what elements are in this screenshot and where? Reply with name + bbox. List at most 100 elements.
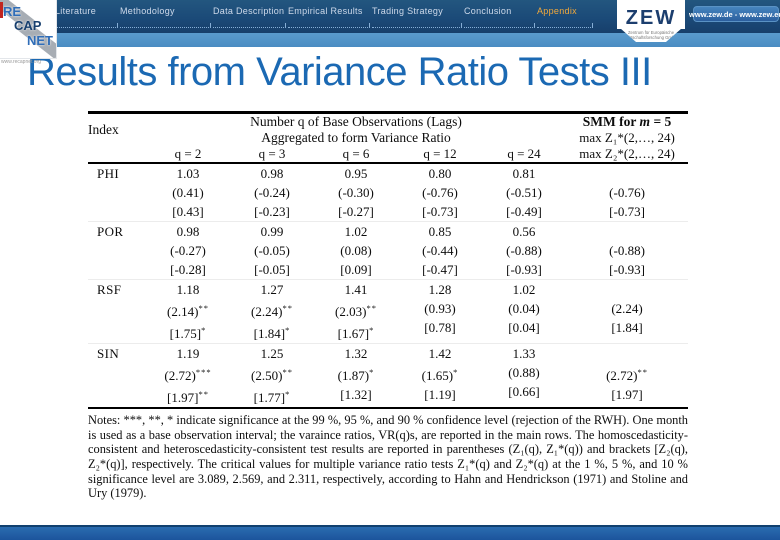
- vr-cell: 1.32 (1.87)* [1.32]: [314, 344, 398, 408]
- q-group-header-line2: Aggregated to form Variance Ratio: [261, 130, 451, 145]
- vr-value: 0.98: [176, 224, 200, 239]
- z2-statistic: [1.32]: [340, 387, 372, 402]
- z2-statistic: [1.19]: [424, 387, 456, 402]
- zew-website-badge[interactable]: www.zew.de - www.zew.eu: [689, 6, 780, 22]
- nav-item-data-description[interactable]: Data Description: [213, 6, 288, 28]
- vr-cell: 0.98 (-0.24) [-0.23]: [230, 163, 314, 222]
- nav-label: Empirical Results: [288, 6, 363, 16]
- recapnet-logo-text: NET: [27, 33, 53, 48]
- vr-value: 0.85: [428, 224, 452, 239]
- q-label: q = 3: [258, 146, 286, 161]
- vr-cell: 1.42 (1.65)* [1.19]: [398, 344, 482, 408]
- row-index-label: PHI: [97, 166, 120, 181]
- nav-dotted-leader: [120, 23, 211, 28]
- z2-statistic: [-0.27]: [338, 204, 374, 219]
- nav-dotted-leader: [464, 23, 535, 28]
- zew-logo: ZEW Zentrum für Europäische Wirtschaftsf…: [617, 0, 685, 44]
- q-label: q = 24: [507, 146, 541, 161]
- z1-statistic: (0.04): [508, 301, 540, 316]
- smm-z1-statistic: (-0.76): [609, 185, 645, 200]
- zew-logo-box: ZEW: [617, 0, 685, 29]
- nav-item-methodology[interactable]: Methodology: [120, 6, 213, 28]
- z1-statistic: (0.93): [424, 301, 456, 316]
- vr-cell: 1.28 (0.93) [0.78]: [398, 280, 482, 344]
- vr-cell: 0.81 (-0.51) [-0.49]: [482, 163, 566, 222]
- nav-item-empirical-results[interactable]: Empirical Results: [288, 6, 372, 28]
- row-index-label: RSF: [97, 282, 122, 297]
- q-group-header-line1: Number q of Base Observations (Lags): [250, 114, 462, 129]
- vr-value: 1.41: [344, 282, 368, 297]
- smm-z1-statistic: (-0.88): [609, 243, 645, 258]
- smm-spacer: [566, 222, 688, 241]
- vr-cell: 1.27 (2.24)** [1.84]*: [230, 280, 314, 344]
- header-light-strip: [0, 33, 780, 47]
- page-title: Results from Variance Ratio Tests III: [27, 50, 652, 94]
- vr-value: 0.81: [512, 166, 536, 181]
- nav-item-trading-strategy[interactable]: Trading Strategy: [372, 6, 464, 28]
- vr-value: 1.33: [512, 346, 536, 361]
- vr-cell: 0.80 (-0.76) [-0.73]: [398, 163, 482, 222]
- vr-value: 1.42: [428, 346, 452, 361]
- z1-statistic: (2.24)**: [251, 303, 293, 319]
- vr-value: 1.28: [428, 282, 452, 297]
- q-group-header: Number q of Base Observations (Lags) Agg…: [146, 113, 566, 147]
- z2-statistic: [1.84]*: [253, 325, 291, 341]
- z2-statistic: [0.04]: [508, 320, 540, 335]
- vr-value: 0.80: [428, 166, 452, 181]
- nav-item-appendix[interactable]: Appendix: [537, 6, 595, 28]
- recapnet-logo-text: RE: [3, 4, 22, 19]
- smm-z2-statistic: [-0.93]: [609, 262, 645, 277]
- nav-label: Literature: [55, 6, 97, 16]
- smm-cell: (-0.88) [-0.93]: [566, 222, 688, 280]
- nav-item-literature[interactable]: Literature: [55, 6, 120, 28]
- nav-dotted-leader: [372, 23, 462, 28]
- table-notes: Notes: ***, **, * indicate significance …: [88, 413, 688, 501]
- header-bar: Outline Literature Methodology Data Desc…: [0, 0, 780, 65]
- z2-statistic: [1.97]**: [167, 389, 209, 405]
- vr-cell: 0.98 (-0.27) [-0.28]: [146, 222, 230, 280]
- nav-label: Appendix: [537, 6, 577, 16]
- table-row: PHI 1.03 (0.41) [0.43] 0.98 (-0.24) [-0.23] 0.9…: [88, 163, 688, 222]
- q-label: q = 12: [423, 146, 457, 161]
- z1-statistic: (0.08): [340, 243, 372, 258]
- z2-statistic: [1.67]*: [337, 325, 375, 341]
- table-row: SIN 1.19 (2.72)*** [1.97]** 1.25 (2.50)** [1.7…: [88, 343, 689, 408]
- red-accent-bar: [0, 2, 3, 18]
- z1-statistic: (0.41): [172, 185, 204, 200]
- z2-statistic: [-0.73]: [422, 204, 458, 219]
- recapnet-logo: RE CAP NET: [0, 0, 56, 58]
- z1-statistic: (2.03)**: [335, 303, 377, 319]
- nav-dotted-leader: [55, 23, 118, 28]
- vr-value: 1.02: [344, 224, 368, 239]
- z2-statistic: [-0.93]: [506, 262, 542, 277]
- vr-value: 0.99: [260, 224, 284, 239]
- nav-label: Conclusion: [464, 6, 512, 16]
- vr-value: 1.25: [260, 346, 284, 361]
- z2-statistic: [1.77]*: [253, 389, 291, 405]
- vr-value: 1.02: [512, 282, 536, 297]
- nav-item-conclusion[interactable]: Conclusion: [464, 6, 537, 28]
- vr-cell: 0.56 (-0.88) [-0.93]: [482, 222, 566, 280]
- z1-statistic: (-0.76): [422, 185, 458, 200]
- nav-label: Data Description: [213, 6, 285, 16]
- z1-statistic: (-0.24): [254, 185, 290, 200]
- nav-dotted-leader: [213, 23, 286, 28]
- z2-statistic: [-0.05]: [254, 262, 290, 277]
- q-label: q = 6: [342, 146, 370, 161]
- smm-spacer: [566, 344, 688, 363]
- z1-statistic: (-0.51): [506, 185, 542, 200]
- vr-cell: 1.02 (0.08) [0.09]: [314, 222, 398, 280]
- smm-spacer: [566, 164, 688, 183]
- vr-value: 0.98: [260, 166, 284, 181]
- z2-statistic: [-0.49]: [506, 204, 542, 219]
- q-labels-row: q = 2 q = 3 q = 6 q = 12 q = 24: [88, 146, 688, 163]
- z1-statistic: (2.72)***: [164, 367, 212, 383]
- vr-cell: 1.41 (2.03)** [1.67]*: [314, 280, 398, 344]
- z1-statistic: (-0.30): [338, 185, 374, 200]
- smm-z2-statistic: [1.97]: [611, 387, 643, 402]
- z2-statistic: [-0.28]: [170, 262, 206, 277]
- z2-statistic: [1.75]*: [169, 325, 207, 341]
- vr-cell: 1.03 (0.41) [0.43]: [146, 163, 230, 222]
- z2-statistic: [-0.23]: [254, 204, 290, 219]
- smm-header-title: SMM for m = 5: [582, 114, 672, 129]
